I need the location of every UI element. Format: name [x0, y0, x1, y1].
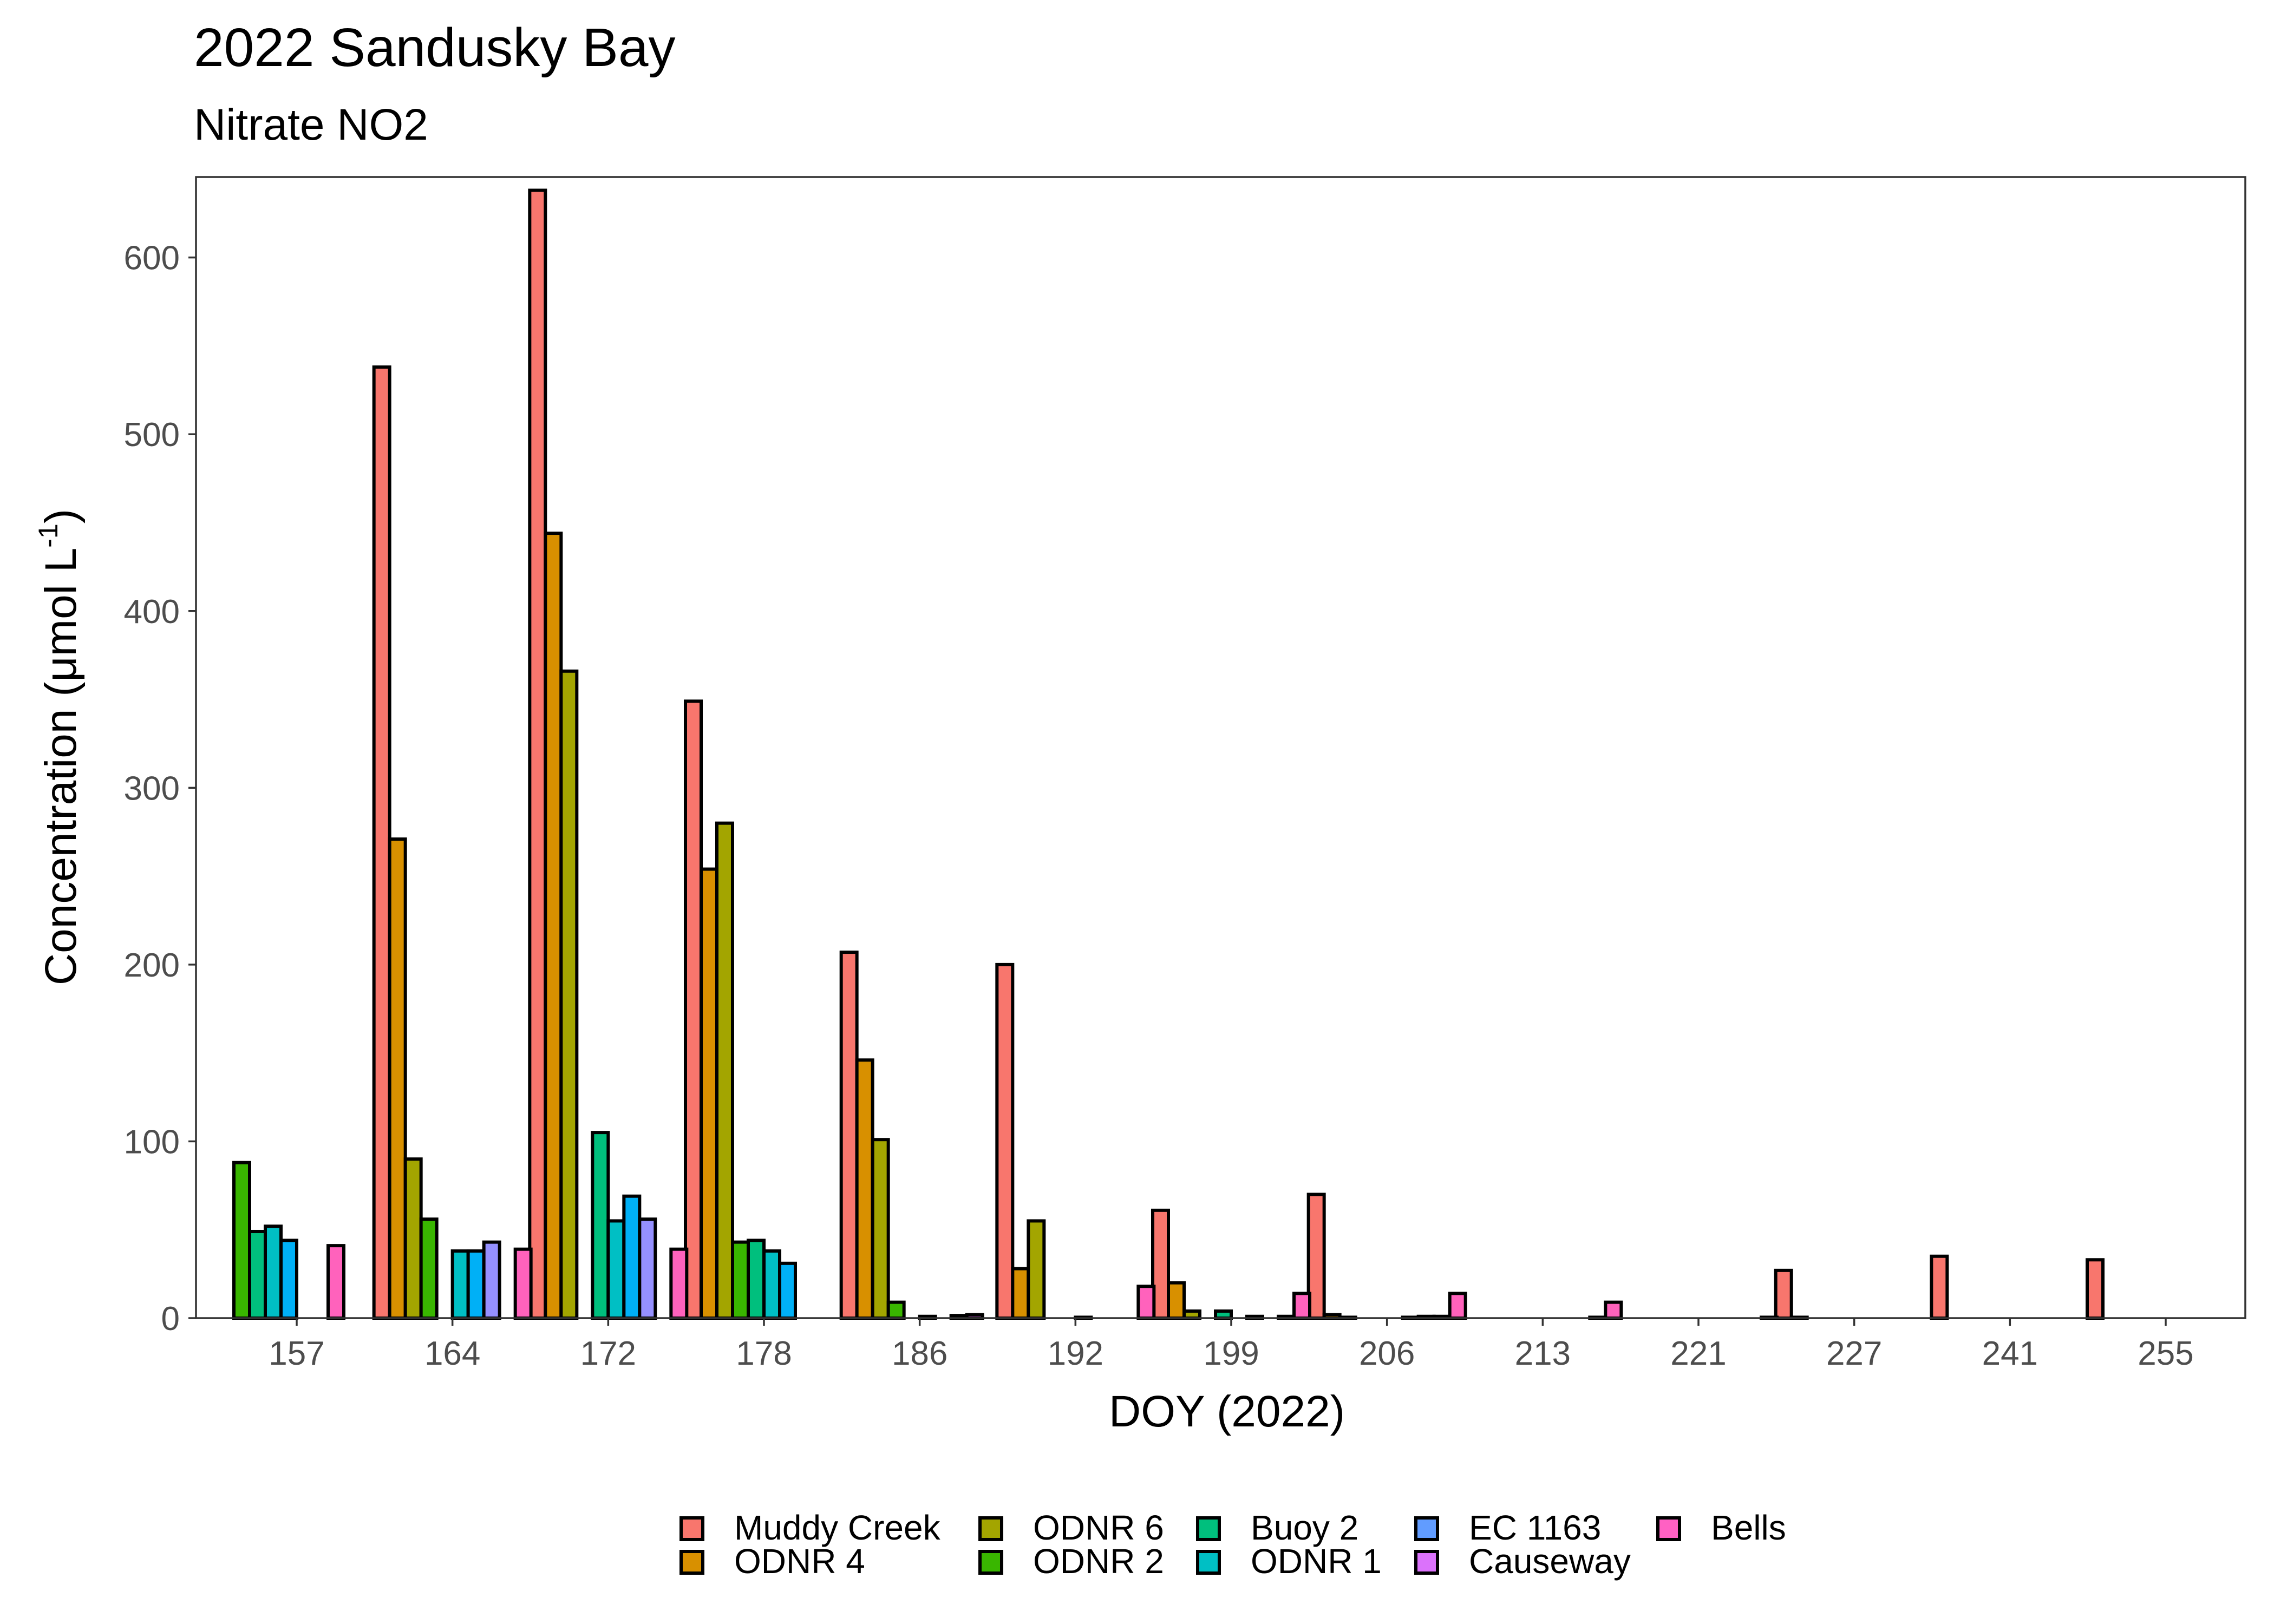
bar	[995, 962, 1015, 1320]
legend-key	[1414, 1550, 1439, 1575]
bar	[1027, 1219, 1046, 1320]
bar	[1774, 1268, 1793, 1320]
bar	[622, 1194, 642, 1320]
y-axis-label-superscript: -1	[33, 523, 63, 547]
bar	[559, 669, 579, 1320]
chart-title: 2022 Sandusky Bay	[194, 17, 676, 78]
bars-group	[232, 188, 2105, 1320]
y-tick-label: 100	[124, 1123, 180, 1161]
bar	[1011, 1267, 1030, 1320]
bar	[731, 1240, 750, 1320]
legend-key	[679, 1516, 704, 1541]
bar	[419, 1217, 439, 1320]
bar	[544, 532, 563, 1320]
bar	[684, 699, 703, 1320]
bar	[326, 1244, 345, 1320]
legend-key	[978, 1516, 1003, 1541]
bar	[886, 1300, 906, 1320]
bar	[700, 867, 718, 1320]
bar	[1292, 1292, 1311, 1320]
y-tick-label: 300	[124, 770, 180, 807]
bar	[482, 1240, 501, 1320]
legend-key	[679, 1550, 704, 1575]
x-tick-label: 186	[892, 1335, 948, 1372]
legend-key	[1656, 1516, 1681, 1541]
legend-label: Bells	[1711, 1508, 1786, 1547]
bar	[388, 837, 407, 1320]
bar	[1182, 1309, 1201, 1320]
x-tick-label: 199	[1203, 1335, 1259, 1372]
legend-label: ODNR 4	[734, 1542, 865, 1581]
bar	[871, 1138, 890, 1320]
y-axis-label-suffix: )	[36, 509, 86, 523]
legend-key	[1196, 1516, 1221, 1541]
bar	[403, 1157, 423, 1320]
y-tick-label: 500	[124, 416, 180, 454]
chart-subtitle: Nitrate NO2	[194, 100, 428, 149]
x-tick-label: 164	[424, 1335, 480, 1372]
bar	[1448, 1292, 1467, 1320]
legend-label: ODNR 1	[1251, 1542, 1382, 1581]
bar	[466, 1249, 486, 1320]
bar	[638, 1217, 657, 1320]
legend-key	[978, 1550, 1003, 1575]
bar	[1604, 1300, 1623, 1320]
y-axis: 0 100 200 300 400 500 600	[124, 240, 196, 1338]
x-axis: 157 164 172 178 186 192 199 206 213 221 227 241 255	[269, 1318, 2194, 1372]
y-tick-label: 200	[124, 947, 180, 984]
legend-label: EC 1163	[1469, 1508, 1601, 1547]
bar	[669, 1247, 689, 1320]
bar	[855, 1058, 874, 1320]
bar	[513, 1247, 533, 1320]
bar	[747, 1239, 766, 1320]
x-tick-label: 227	[1826, 1335, 1882, 1372]
bar	[778, 1261, 797, 1320]
x-tick-label: 178	[736, 1335, 792, 1372]
legend-label: Muddy Creek	[734, 1508, 941, 1547]
bar	[528, 188, 547, 1320]
legend-key	[1196, 1550, 1221, 1575]
bar	[232, 1161, 251, 1320]
x-tick-label: 192	[1048, 1335, 1103, 1372]
bar	[591, 1131, 610, 1320]
bar	[279, 1239, 298, 1320]
legend-label: ODNR 6	[1033, 1508, 1164, 1547]
bar	[1930, 1254, 1949, 1320]
x-axis-label: DOY (2022)	[1109, 1387, 1345, 1436]
x-tick-label: 221	[1670, 1335, 1726, 1372]
legend-label: Causeway	[1469, 1542, 1631, 1581]
bar	[762, 1249, 781, 1320]
y-tick-label: 400	[124, 593, 180, 631]
plot-area: 0 100 200 300 400 500 600 157 164 172 178 186 192 19…	[124, 176, 2246, 1372]
y-tick-label: 0	[161, 1300, 180, 1338]
bar	[372, 365, 391, 1320]
bar	[1214, 1309, 1233, 1320]
x-tick-label: 241	[1982, 1335, 2038, 1372]
bar	[450, 1249, 470, 1320]
bar	[248, 1229, 267, 1320]
legend-key	[1414, 1516, 1439, 1541]
legend-label: ODNR 2	[1033, 1542, 1164, 1581]
legend-label: Buoy 2	[1251, 1508, 1358, 1547]
x-tick-label: 255	[2138, 1335, 2193, 1372]
panel-border	[195, 176, 2246, 1319]
bar	[715, 821, 734, 1320]
bar	[606, 1219, 626, 1320]
y-tick-label: 600	[124, 240, 180, 277]
x-tick-label: 213	[1515, 1335, 1571, 1372]
bar	[1136, 1285, 1156, 1320]
bar	[839, 951, 859, 1320]
bar	[264, 1224, 283, 1320]
x-tick-label: 172	[580, 1335, 636, 1372]
x-tick-label: 206	[1359, 1335, 1415, 1372]
y-axis-label-main: Concentration (μmol L	[36, 548, 86, 985]
y-axis-label: Concentration (μmol L-1)	[33, 509, 86, 985]
x-tick-label: 157	[269, 1335, 324, 1372]
bar	[1167, 1281, 1186, 1320]
bar	[2086, 1258, 2105, 1320]
